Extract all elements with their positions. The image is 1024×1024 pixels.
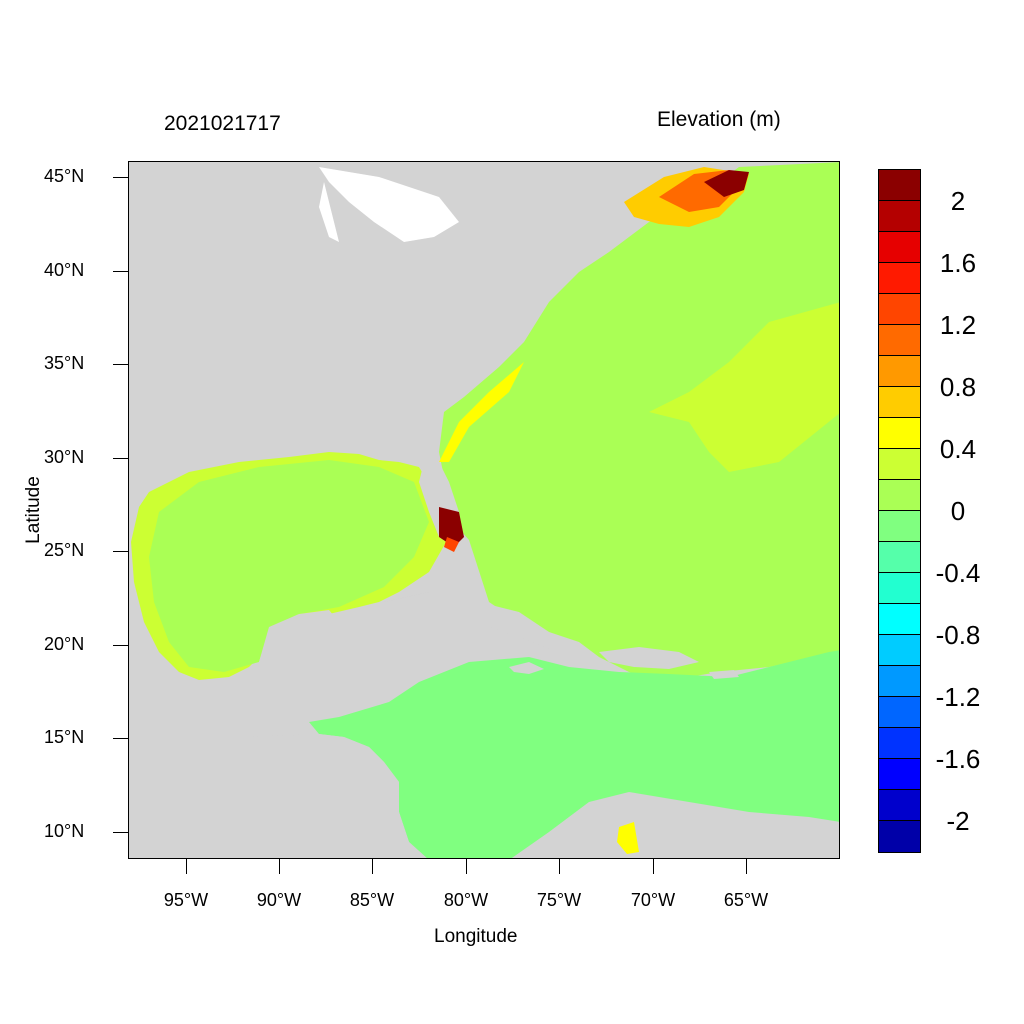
colorbar-swatch xyxy=(879,449,920,480)
lon-tick-label: 95°W xyxy=(163,890,209,910)
lon-tick-mark xyxy=(186,859,187,874)
central-america xyxy=(129,717,427,858)
colorbar-swatch xyxy=(879,170,920,201)
lon-tick-label: 75°W xyxy=(536,890,582,910)
colorbar-swatch xyxy=(879,728,920,759)
y-axis-label: Latitude xyxy=(23,476,44,544)
gulf-of-maine-elevation-peak xyxy=(704,170,749,197)
lon-tick-mark xyxy=(372,859,373,874)
south-america-coast xyxy=(511,792,839,858)
florida-surge-edge xyxy=(444,537,459,552)
lat-tick-mark xyxy=(113,458,128,459)
colorbar-swatch xyxy=(879,387,920,418)
x-axis-label: Longitude xyxy=(434,926,518,947)
colorbar-label: -0.4 xyxy=(935,558,981,588)
lat-tick-mark xyxy=(113,271,128,272)
lat-tick-label: 45°N xyxy=(44,166,85,186)
colorbar-swatch xyxy=(879,666,920,697)
colorbar-label: -2 xyxy=(946,806,970,836)
lon-tick-label: 85°W xyxy=(349,890,395,910)
colorbar-label: -1.2 xyxy=(935,682,981,712)
cuba-island xyxy=(384,592,569,649)
lat-tick-mark xyxy=(113,364,128,365)
colorbar-swatch xyxy=(879,697,920,728)
colorbar-label: 0 xyxy=(950,496,966,526)
lake-michigan xyxy=(319,182,339,242)
colorbar-label: 0.4 xyxy=(939,434,977,464)
east-coast-band xyxy=(439,362,524,462)
colorbar-swatch xyxy=(879,201,920,232)
gulf-interior xyxy=(149,460,429,672)
colorbar-label: -1.6 xyxy=(935,744,981,774)
lon-tick-label: 65°W xyxy=(723,890,769,910)
lon-tick-mark xyxy=(559,859,560,874)
colorbar-swatch xyxy=(879,635,920,666)
colorbar-swatch xyxy=(879,821,920,852)
jamaica-island xyxy=(509,662,544,674)
colorbar-swatch xyxy=(879,573,920,604)
colorbar-label: 2 xyxy=(950,186,966,216)
colorbar xyxy=(878,169,921,853)
lon-tick-label: 90°W xyxy=(256,890,302,910)
variable-label: Elevation (m) xyxy=(657,108,781,131)
colorbar-swatch xyxy=(879,294,920,325)
map-panel xyxy=(128,161,840,859)
lat-tick-label: 30°N xyxy=(44,447,85,467)
lon-tick-mark xyxy=(279,859,280,874)
colorbar-label: 1.6 xyxy=(939,248,977,278)
lat-tick-label: 20°N xyxy=(44,634,85,654)
lat-tick-mark xyxy=(113,177,128,178)
lat-tick-mark xyxy=(113,832,128,833)
colorbar-swatch xyxy=(879,511,920,542)
florida-surge xyxy=(439,507,464,547)
colorbar-swatch xyxy=(879,480,920,511)
lat-tick-mark xyxy=(113,738,128,739)
lat-tick-mark xyxy=(113,645,128,646)
lat-tick-label: 25°N xyxy=(44,540,85,560)
datetime-label: 2021021717 xyxy=(164,112,281,135)
colorbar-swatch xyxy=(879,790,920,821)
yucatan-peninsula xyxy=(254,610,339,722)
colorbar-swatch xyxy=(879,759,920,790)
lat-tick-label: 10°N xyxy=(44,821,85,841)
lon-tick-mark xyxy=(746,859,747,874)
atlantic-elevated-zone xyxy=(649,302,839,472)
atlantic-ocean xyxy=(439,162,839,682)
colorbar-swatch xyxy=(879,325,920,356)
puerto-rico-island xyxy=(709,670,739,679)
great-lakes xyxy=(319,167,459,242)
colorbar-swatch xyxy=(879,263,920,294)
hispaniola-island xyxy=(599,647,699,669)
elevation-map xyxy=(129,162,839,858)
colorbar-swatch xyxy=(879,542,920,573)
colorbar-swatch xyxy=(879,356,920,387)
lat-tick-mark xyxy=(113,551,128,552)
colorbar-swatch xyxy=(879,232,920,263)
colorbar-label: -0.8 xyxy=(935,620,981,650)
colorbar-swatch xyxy=(879,418,920,449)
maracaibo-elevation xyxy=(617,822,639,854)
lat-tick-label: 15°N xyxy=(44,727,85,747)
colorbar-label: 1.2 xyxy=(939,310,977,340)
colorbar-label: 0.8 xyxy=(939,372,977,402)
lon-tick-mark xyxy=(653,859,654,874)
lon-tick-mark xyxy=(466,859,467,874)
lon-tick-label: 80°W xyxy=(443,890,489,910)
lat-tick-label: 40°N xyxy=(44,260,85,280)
colorbar-swatch xyxy=(879,604,920,635)
lon-tick-label: 70°W xyxy=(630,890,676,910)
lat-tick-label: 35°N xyxy=(44,353,85,373)
